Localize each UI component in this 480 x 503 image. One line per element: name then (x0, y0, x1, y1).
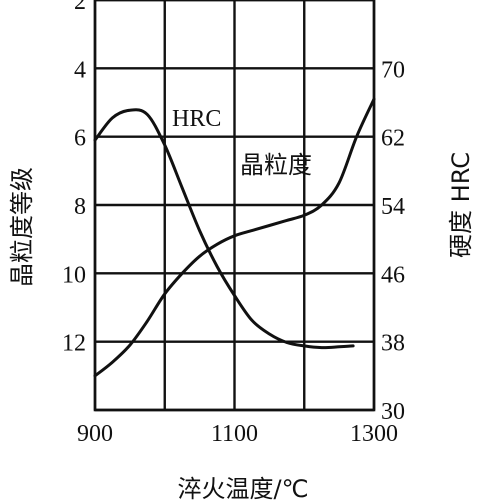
right-tick-label: 62 (381, 126, 405, 152)
left-axis-title: 晶粒度等级 (8, 167, 36, 287)
right-tick-label: 46 (381, 262, 405, 288)
right-tick-label: 38 (381, 331, 405, 357)
series-label-grain-size: 晶粒度 (240, 152, 312, 179)
x-tick-label: 1300 (350, 421, 398, 447)
right-tick-label: 70 (381, 57, 405, 83)
right-tick-label: 30 (381, 399, 405, 425)
left-tick-label: 8 (74, 194, 86, 220)
left-tick-label: 10 (62, 262, 86, 288)
right-axis-title: 硬度 HRC (447, 152, 475, 258)
left-tick-label: 6 (74, 126, 86, 152)
x-axis-title: 淬火温度/℃ (177, 475, 308, 503)
left-tick-label: 2 (74, 0, 86, 15)
series-layer (93, 97, 376, 378)
series-line-hrc (93, 108, 355, 350)
series-label-hrc: HRC (172, 106, 221, 132)
x-tick-label: 1100 (211, 421, 258, 447)
left-tick-label: 4 (74, 57, 86, 83)
plot-frame (93, 0, 376, 412)
left-tick-label: 12 (62, 331, 86, 357)
x-tick-label: 900 (77, 421, 113, 447)
right-tick-label: 54 (381, 194, 405, 220)
series-line-grain-size (93, 97, 376, 378)
